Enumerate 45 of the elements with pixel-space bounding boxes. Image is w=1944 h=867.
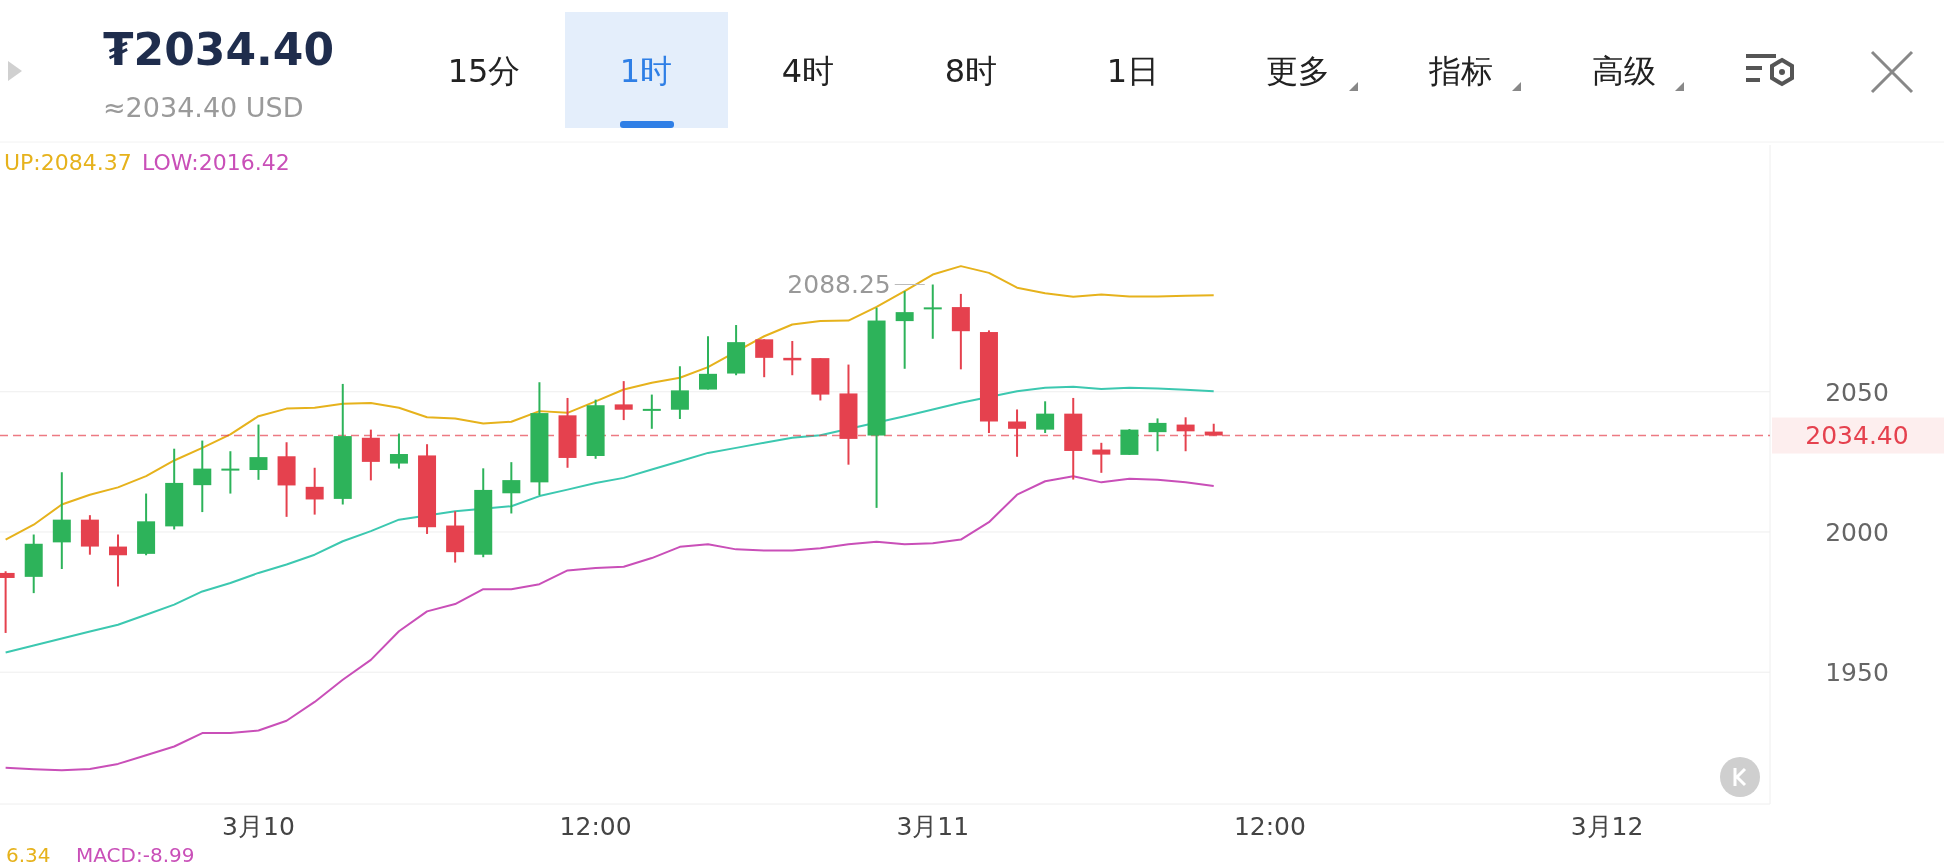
text: 1时 xyxy=(619,52,673,90)
text: MACD:-8.99 xyxy=(76,843,195,867)
annotation: UP:2084.37 xyxy=(4,150,132,175)
annotation: LOW:2016.42 xyxy=(142,150,290,175)
candlestick xyxy=(1148,417,1167,453)
annotation: 2088.25 xyxy=(787,270,891,300)
candlestick xyxy=(923,283,942,340)
text: 8时 xyxy=(944,52,998,90)
text: 指标 xyxy=(1428,52,1493,90)
x-tick-label: 3月10 xyxy=(222,812,295,841)
text: 6.34 xyxy=(6,843,51,867)
x-tick-label: 12:00 xyxy=(559,812,632,841)
text: 15分 xyxy=(447,52,521,90)
candlestick xyxy=(895,290,914,370)
y-tick-label: 2000 xyxy=(1825,517,1889,547)
candlestick xyxy=(389,432,408,470)
candlestick xyxy=(193,439,212,514)
candlestick xyxy=(221,450,240,495)
x-tick-label: 3月11 xyxy=(896,812,970,841)
text: 1日 xyxy=(1106,52,1160,90)
chart-subtitle: ≈2034.40 USD xyxy=(103,92,304,123)
candlestick xyxy=(642,393,661,430)
candlestick xyxy=(502,461,521,515)
candlestick xyxy=(614,380,633,422)
line-series xyxy=(4,385,1215,654)
candlestick xyxy=(52,471,71,570)
line-series xyxy=(4,475,1215,772)
x-tick-label: 3月12 xyxy=(1570,812,1644,841)
candlestick xyxy=(305,466,324,516)
candlestick xyxy=(1092,441,1111,474)
candlestick xyxy=(249,423,268,481)
ref-line-label: 2034.40 xyxy=(1805,421,1909,451)
text: 4时 xyxy=(781,52,835,90)
candlestick xyxy=(699,335,717,391)
y-tick-label: 1950 xyxy=(1825,657,1889,687)
y-tick-label: 2050 xyxy=(1825,377,1889,407)
candlestick xyxy=(670,365,689,420)
chart-title: ₮2034.40 xyxy=(103,24,335,75)
text: 更多 xyxy=(1266,52,1330,90)
text: 高级 xyxy=(1592,52,1656,90)
candlestick xyxy=(1036,400,1055,434)
x-tick-label: 12:00 xyxy=(1233,812,1306,841)
candlestick xyxy=(109,533,127,588)
candlestick xyxy=(755,338,774,379)
line-series xyxy=(4,265,1215,541)
